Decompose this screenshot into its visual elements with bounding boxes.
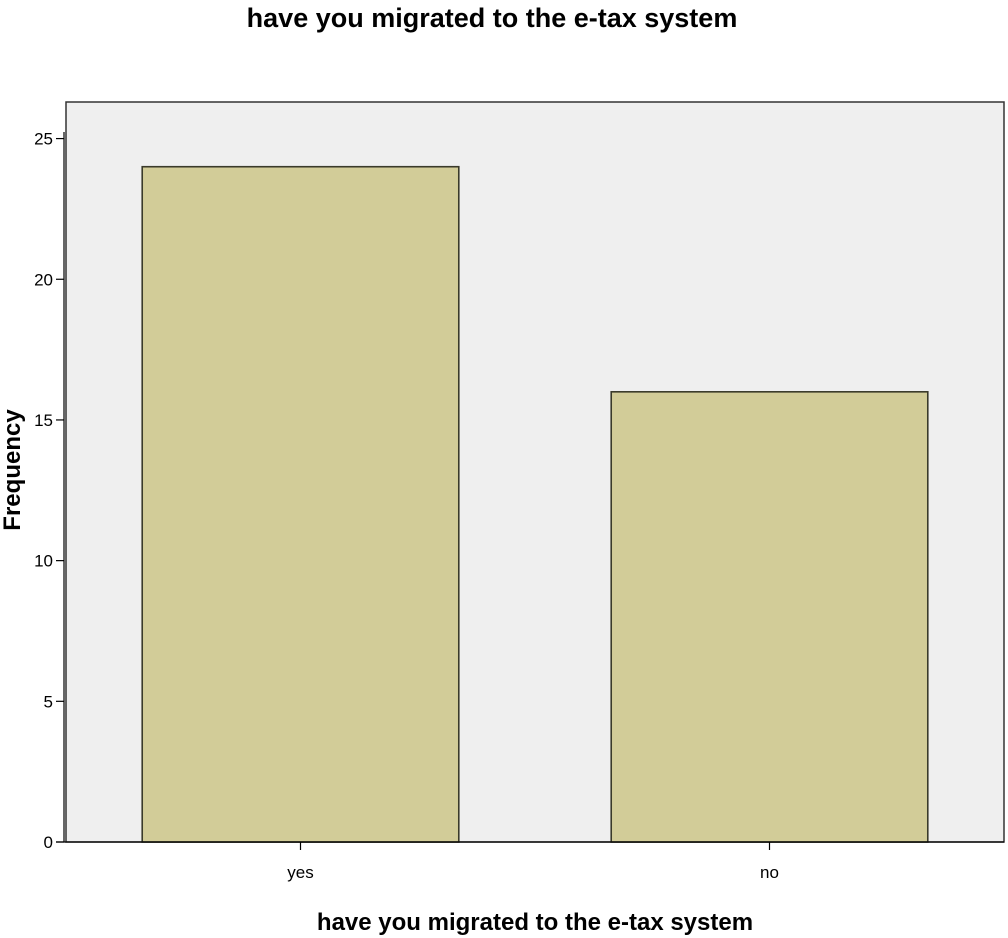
x-tick-label-yes: yes — [287, 863, 313, 882]
x-axis-title: have you migrated to the e-tax system — [317, 909, 753, 936]
y-axis-title: Frequency — [0, 409, 26, 531]
bar-yes — [141, 165, 460, 843]
x-axis: yes no — [56, 841, 1004, 882]
y-tick-label: 25 — [34, 130, 53, 149]
y-tick-label: 0 — [44, 833, 53, 852]
y-axis: 0 5 10 15 20 25 — [34, 130, 65, 852]
bar-no — [610, 391, 929, 843]
y-tick-label: 5 — [44, 692, 53, 711]
y-tick-label: 15 — [34, 411, 53, 430]
bars-group — [141, 165, 929, 843]
x-tick-label-no: no — [760, 863, 779, 882]
y-tick-label: 10 — [34, 552, 53, 571]
chart-title: have you migrated to the e-tax system — [247, 3, 738, 33]
y-tick-label: 20 — [34, 270, 53, 289]
